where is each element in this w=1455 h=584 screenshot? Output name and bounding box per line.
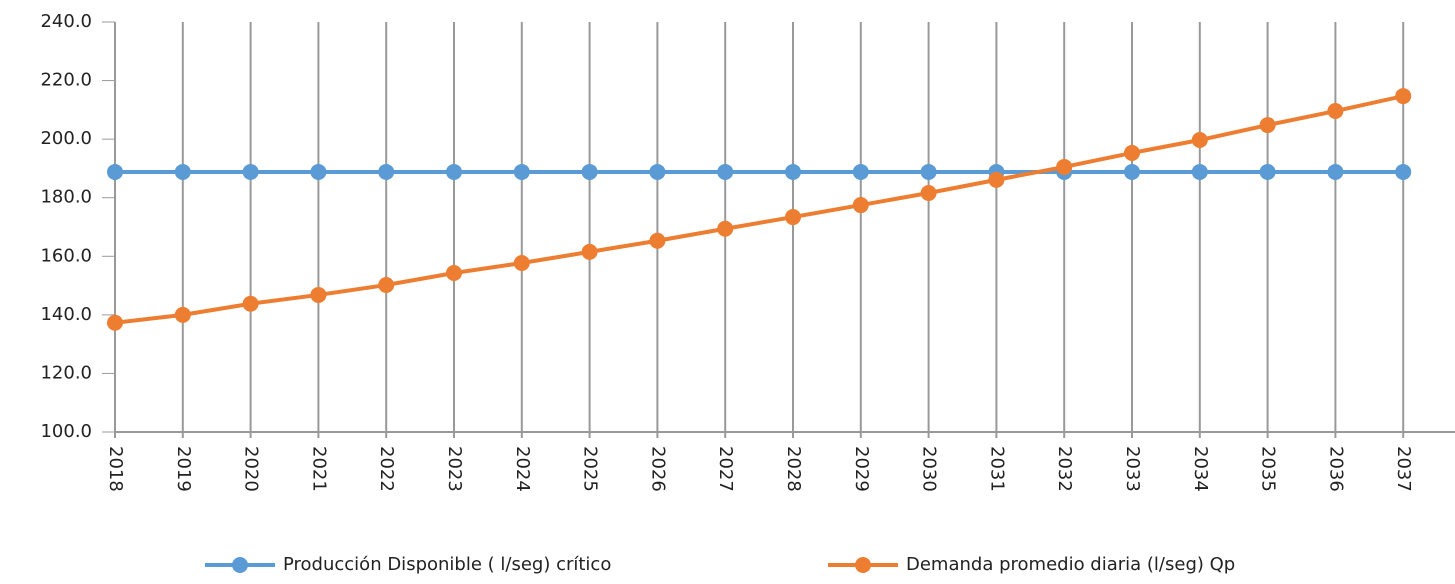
marker [988, 171, 1005, 188]
marker [1191, 132, 1208, 149]
marker [852, 163, 869, 180]
y-tick-label: 240.0 [40, 11, 92, 32]
x-tick-label: 2035 [1258, 446, 1279, 492]
marker [852, 197, 869, 214]
marker [1191, 163, 1208, 180]
x-tick-label: 2021 [308, 446, 329, 492]
marker [446, 264, 462, 281]
marker [513, 255, 530, 272]
y-tick-label: 160.0 [40, 245, 92, 266]
marker [1124, 144, 1140, 161]
y-tick-label: 220.0 [40, 70, 92, 91]
x-tick-label: 2037 [1393, 446, 1414, 492]
x-tick-label: 2023 [444, 446, 465, 492]
marker [1327, 103, 1344, 120]
legend-label: Demanda promedio diaria (l/seg) Qp [906, 554, 1235, 575]
x-tick-label: 2027 [715, 446, 736, 492]
marker [107, 163, 123, 180]
legend-marker [855, 557, 871, 573]
marker [378, 276, 395, 293]
marker [1259, 117, 1276, 134]
y-tick-label: 180.0 [40, 187, 92, 208]
x-tick-label: 2025 [580, 446, 601, 492]
x-tick-label: 2029 [851, 446, 872, 492]
marker [446, 163, 462, 180]
marker [649, 232, 666, 249]
y-tick-label: 200.0 [40, 128, 92, 149]
marker [1124, 163, 1140, 180]
x-tick-label: 2030 [919, 446, 940, 492]
x-tick-label: 2019 [173, 446, 194, 492]
marker [1056, 158, 1073, 175]
marker [649, 163, 666, 180]
legend-label: Producción Disponible ( l/seg) crítico [283, 554, 611, 575]
marker [174, 306, 191, 323]
y-tick-label: 140.0 [40, 304, 92, 325]
marker [1395, 163, 1412, 180]
x-tick-label: 2036 [1325, 446, 1346, 492]
x-tick-label: 2026 [647, 446, 668, 492]
y-tick-label: 100.0 [40, 421, 92, 442]
x-tick-label: 2024 [512, 446, 533, 492]
x-tick-label: 2032 [1054, 446, 1075, 492]
marker [107, 314, 123, 331]
marker [581, 243, 598, 260]
marker [717, 163, 734, 180]
marker [310, 163, 327, 180]
marker [1395, 88, 1412, 105]
marker [920, 185, 937, 202]
marker [1327, 163, 1344, 180]
marker [310, 286, 327, 303]
marker [242, 163, 259, 180]
y-tick-label: 120.0 [40, 362, 92, 383]
legend-marker [232, 557, 248, 573]
marker [174, 163, 191, 180]
marker [513, 163, 530, 180]
x-tick-label: 2034 [1190, 446, 1211, 492]
marker [785, 209, 801, 226]
marker [1259, 163, 1276, 180]
x-tick-label: 2020 [241, 446, 262, 492]
marker [920, 163, 937, 180]
x-tick-label: 2028 [783, 446, 804, 492]
marker [378, 163, 395, 180]
marker [785, 163, 801, 180]
marker [581, 163, 598, 180]
x-tick-label: 2033 [1122, 446, 1143, 492]
x-tick-label: 2031 [986, 446, 1007, 492]
marker [717, 220, 734, 237]
marker [242, 295, 259, 312]
x-tick-label: 2022 [376, 446, 397, 492]
x-tick-label: 2018 [105, 446, 126, 492]
series-line [114, 94, 1404, 325]
